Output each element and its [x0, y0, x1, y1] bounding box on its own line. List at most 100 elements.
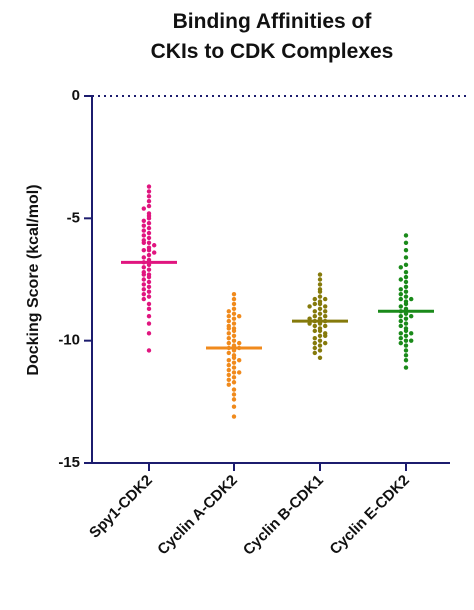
dot	[146, 194, 152, 199]
dot	[231, 306, 237, 312]
dot	[226, 362, 231, 368]
dot	[312, 323, 317, 329]
dot	[146, 314, 152, 319]
dot	[317, 311, 323, 316]
dot	[323, 304, 328, 309]
dot	[403, 240, 409, 245]
dot	[141, 272, 146, 277]
x-tick-label: Cyclin B-CDK1	[240, 472, 327, 559]
dot	[226, 309, 231, 314]
dot	[231, 316, 237, 321]
dot	[409, 331, 414, 336]
dot	[403, 348, 409, 353]
dot	[231, 380, 237, 385]
dot	[141, 255, 146, 260]
dot	[317, 277, 323, 282]
dot	[146, 203, 152, 209]
dot	[231, 404, 237, 409]
dot	[146, 331, 152, 336]
dot	[403, 343, 409, 348]
dot	[237, 340, 242, 346]
dot	[141, 265, 146, 270]
dot	[403, 365, 409, 370]
dot	[312, 301, 317, 307]
dot	[141, 206, 146, 211]
dot	[146, 252, 152, 258]
dot	[403, 358, 409, 363]
dot	[146, 235, 152, 241]
dot	[226, 358, 231, 363]
dot	[398, 318, 403, 324]
dot	[403, 301, 409, 307]
dot	[409, 314, 414, 319]
dot	[146, 221, 152, 226]
dot	[146, 301, 152, 307]
dot	[398, 331, 403, 336]
dot	[146, 294, 152, 299]
x-tick-label: Cyclin E-CDK2	[327, 472, 413, 558]
dot	[231, 333, 237, 338]
dot	[317, 306, 323, 312]
dot	[398, 265, 403, 270]
dot	[312, 345, 317, 351]
dot	[317, 348, 323, 353]
dot	[403, 321, 409, 326]
dot	[141, 247, 146, 253]
dot	[231, 355, 237, 360]
dot	[141, 233, 146, 238]
dot	[152, 243, 157, 248]
dot	[231, 360, 237, 365]
dot	[231, 397, 237, 402]
dot	[398, 291, 403, 297]
dot	[317, 289, 323, 294]
y-tick-label: -5	[67, 209, 80, 226]
dot	[146, 284, 152, 290]
dot	[409, 338, 414, 343]
dot	[231, 291, 237, 297]
dot	[146, 306, 152, 312]
dot	[317, 338, 323, 343]
chart-title: CKIs to CDK Complexes	[151, 40, 394, 63]
dot	[403, 255, 409, 260]
y-axis-label: Docking Score (kcal/mol)	[25, 184, 42, 375]
dot	[226, 318, 231, 324]
dot	[323, 333, 328, 338]
dot	[231, 392, 237, 397]
dot	[312, 350, 317, 356]
dot	[146, 247, 152, 253]
dot	[323, 340, 328, 346]
dot	[403, 294, 409, 299]
dot	[226, 382, 231, 387]
dot	[237, 370, 242, 375]
dot	[226, 314, 231, 319]
dot	[398, 287, 403, 292]
x-tick-label: Cyclin A-CDK2	[154, 472, 240, 558]
dot	[231, 370, 237, 375]
dot	[231, 296, 237, 302]
dot	[231, 387, 237, 392]
dot	[146, 274, 152, 280]
dot	[146, 216, 152, 221]
dot	[398, 336, 403, 341]
dot	[231, 301, 237, 307]
y-tick-label: 0	[72, 87, 80, 104]
dot	[317, 282, 323, 287]
dot	[398, 296, 403, 302]
dot	[403, 338, 409, 343]
dot	[403, 233, 409, 238]
dot	[141, 228, 146, 233]
dot	[312, 309, 317, 314]
dot	[141, 287, 146, 292]
dot	[146, 225, 152, 231]
dot	[323, 309, 328, 314]
dot	[141, 291, 146, 297]
dot	[403, 262, 409, 268]
dot	[317, 333, 323, 338]
dot	[231, 328, 237, 334]
dot	[317, 272, 323, 277]
dot	[312, 296, 317, 302]
dot	[146, 289, 152, 294]
dot	[146, 348, 152, 353]
dot	[403, 316, 409, 321]
